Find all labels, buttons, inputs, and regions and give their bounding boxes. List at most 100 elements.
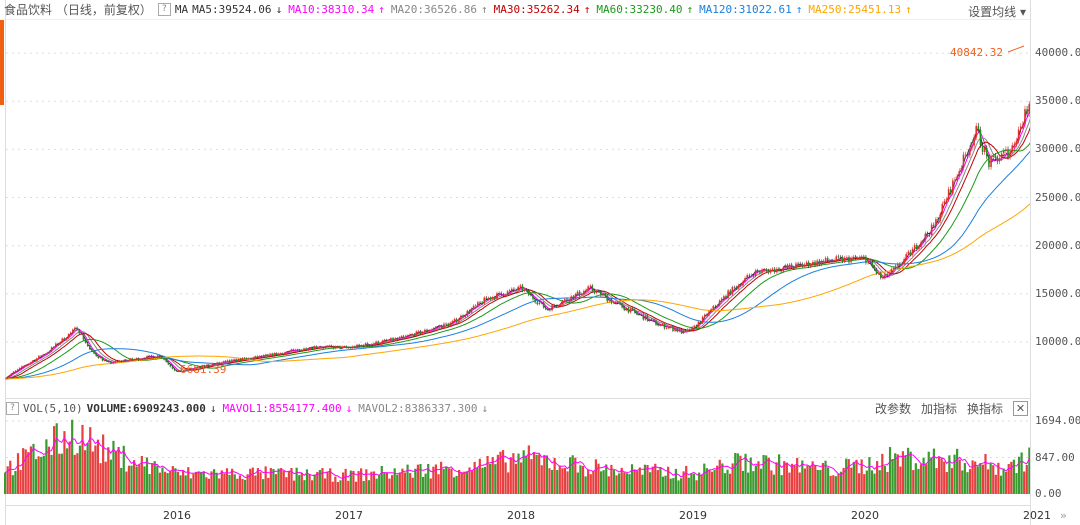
volume-bar — [576, 472, 579, 494]
candle-body — [854, 256, 857, 259]
candle-body — [343, 346, 346, 347]
candle-body — [975, 125, 978, 138]
volume-bar — [716, 465, 719, 494]
candle-body — [457, 319, 460, 322]
x-tick-label: 2021 — [1023, 509, 1051, 522]
candle-body — [72, 329, 74, 333]
volume-bar — [341, 472, 345, 494]
volume-bar — [434, 464, 438, 494]
candle-body — [820, 261, 823, 265]
volume-bar — [754, 465, 757, 494]
candle-body — [706, 314, 708, 316]
candle-body — [735, 287, 738, 289]
volume-bar — [176, 471, 180, 494]
up-arrow-icon: ↑ — [481, 3, 488, 16]
volume-bar — [308, 473, 311, 494]
candle-body — [260, 355, 263, 357]
candle-body — [460, 315, 462, 320]
volume-bar — [850, 467, 853, 494]
candle-body — [657, 324, 659, 326]
volume-bar — [961, 470, 964, 494]
candle-body — [91, 349, 93, 351]
candle-body — [701, 316, 704, 323]
volume-bar — [863, 474, 866, 494]
volume-bar — [372, 471, 376, 494]
candle-body — [869, 261, 871, 263]
candle-body — [568, 300, 570, 302]
candle-body — [224, 360, 227, 362]
candle-body — [118, 360, 121, 362]
candle-body — [716, 305, 719, 307]
side-tab-handle[interactable] — [0, 20, 4, 105]
change-params-button[interactable]: 改参数 — [874, 402, 911, 416]
candle-body — [436, 327, 439, 328]
candle-body — [76, 327, 78, 330]
volume-bar — [824, 460, 827, 494]
candle-body — [354, 346, 356, 348]
volume-bar — [65, 448, 69, 494]
candle-body — [761, 269, 763, 273]
candle-body — [192, 368, 195, 370]
candle-body — [29, 362, 32, 365]
candle-body — [784, 265, 787, 268]
candle-body — [583, 290, 585, 294]
volume-bar — [783, 461, 786, 494]
volume-bar — [767, 457, 770, 494]
candle-body — [720, 298, 723, 301]
candle-body — [233, 359, 235, 360]
scroll-right-button[interactable]: » — [1060, 509, 1067, 522]
candle-body — [154, 357, 157, 359]
switch-indicator-button[interactable]: 换指标 — [966, 402, 1003, 416]
volume-bar — [287, 471, 290, 494]
candle-body — [188, 368, 191, 370]
help-button[interactable]: ? — [157, 3, 171, 16]
volume-bar — [819, 469, 822, 494]
candle-body — [368, 344, 371, 346]
kline-chart[interactable]: 40842.32 6681.39 — [0, 0, 1030, 525]
candle-body — [110, 361, 112, 364]
candle-body — [313, 346, 316, 349]
volume-bar — [145, 457, 149, 494]
volume-bar — [205, 477, 208, 494]
candle-body — [241, 357, 244, 361]
volume-bar — [114, 451, 118, 494]
candle-body — [12, 371, 15, 374]
x-tick-label: 2018 — [507, 509, 535, 522]
candle-body — [356, 344, 358, 348]
volume-bar — [102, 434, 105, 494]
volume-bar — [512, 453, 515, 494]
candle-body — [129, 358, 131, 361]
volume-bar — [383, 472, 386, 494]
volume-bar — [514, 463, 518, 494]
max-price-label: 40842.32 — [950, 46, 1003, 59]
candle-body — [708, 311, 710, 316]
volume-bar — [937, 457, 941, 494]
candle-body — [848, 257, 850, 263]
volume-bar — [734, 452, 737, 494]
volume-bar — [246, 474, 249, 494]
volume-bar — [411, 477, 414, 494]
volume-bar — [999, 475, 1003, 494]
volume-tick-label: 0.00 — [1035, 487, 1062, 500]
candle-body — [684, 330, 687, 331]
candle-body — [86, 342, 89, 346]
candle-body — [351, 346, 354, 348]
volume-bar — [870, 470, 874, 494]
add-indicator-button[interactable]: 加指标 — [920, 402, 957, 416]
candle-body — [1000, 153, 1003, 159]
volume-bar — [868, 457, 871, 494]
volume-bar — [829, 475, 832, 494]
volume-bar — [1012, 459, 1015, 494]
volume-bar — [811, 461, 814, 494]
volume-bar — [538, 454, 541, 494]
volume-bar — [323, 478, 327, 494]
candle-body — [530, 294, 532, 296]
candle-body — [718, 300, 721, 306]
close-icon[interactable]: ✕ — [1013, 401, 1028, 416]
candle-body — [186, 369, 189, 370]
volume-bar — [357, 471, 360, 494]
volume-bar — [966, 472, 969, 494]
set-ma-dropdown[interactable]: 设置均线 ▾ — [968, 5, 1026, 19]
volume-bar — [501, 450, 505, 494]
volume-help-button[interactable]: ? — [6, 402, 19, 415]
